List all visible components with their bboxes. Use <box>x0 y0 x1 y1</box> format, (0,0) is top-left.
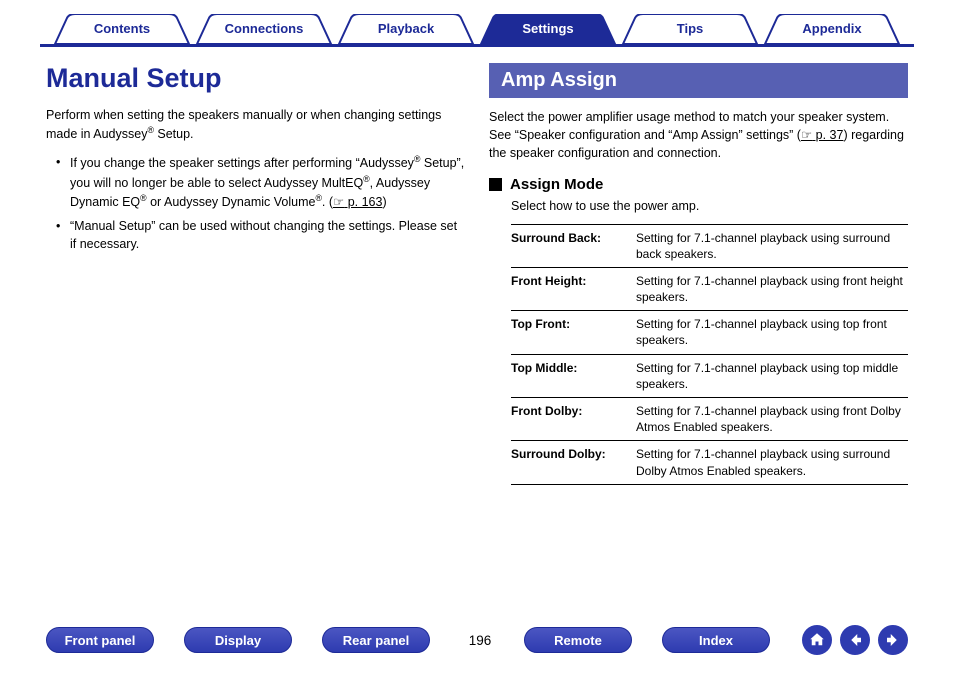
table-row: Top Front:Setting for 7.1-channel playba… <box>511 311 908 354</box>
option-name: Front Dolby: <box>511 398 636 441</box>
remote-button[interactable]: Remote <box>524 627 632 653</box>
option-name: Top Middle: <box>511 354 636 397</box>
xref-link[interactable]: ☞ p. 37 <box>801 128 844 142</box>
section-title-bar: Amp Assign <box>489 63 908 98</box>
tab-connections[interactable]: Connections <box>193 14 335 44</box>
options-table: Surround Back:Setting for 7.1-channel pl… <box>511 224 908 485</box>
option-name: Surround Dolby: <box>511 441 636 484</box>
index-button[interactable]: Index <box>662 627 770 653</box>
bullet-list: If you change the speaker settings after… <box>46 153 465 253</box>
subsection-header: Assign Mode <box>489 176 908 193</box>
content-area: Manual Setup Perform when setting the sp… <box>0 47 954 485</box>
intro-text: Perform when setting the speakers manual… <box>46 106 465 143</box>
option-desc: Setting for 7.1-channel playback using t… <box>636 354 908 397</box>
section-intro: Select the power amplifier usage method … <box>489 108 908 162</box>
subsection-intro: Select how to use the power amp. <box>511 197 908 215</box>
bullet-item: If you change the speaker settings after… <box>60 153 465 211</box>
next-icon[interactable] <box>878 625 908 655</box>
option-desc: Setting for 7.1-channel playback using f… <box>636 398 908 441</box>
top-tab-nav: Contents Connections Playback Settings T… <box>40 0 914 47</box>
page-title: Manual Setup <box>46 63 465 94</box>
home-icon[interactable] <box>802 625 832 655</box>
table-row: Front Dolby:Setting for 7.1-channel play… <box>511 398 908 441</box>
prev-icon[interactable] <box>840 625 870 655</box>
rear-panel-button[interactable]: Rear panel <box>322 627 430 653</box>
option-name: Top Front: <box>511 311 636 354</box>
xref-link[interactable]: ☞ p. 163 <box>333 195 382 209</box>
option-desc: Setting for 7.1-channel playback using t… <box>636 311 908 354</box>
front-panel-button[interactable]: Front panel <box>46 627 154 653</box>
display-button[interactable]: Display <box>184 627 292 653</box>
bullet-item: “Manual Setup” can be used without chang… <box>60 217 465 253</box>
left-column: Manual Setup Perform when setting the sp… <box>46 63 465 485</box>
table-row: Top Middle:Setting for 7.1-channel playb… <box>511 354 908 397</box>
tab-appendix[interactable]: Appendix <box>761 14 903 44</box>
option-name: Surround Back: <box>511 224 636 267</box>
table-row: Surround Dolby:Setting for 7.1-channel p… <box>511 441 908 484</box>
bottom-bar: Front panel Display Rear panel 196 Remote I… <box>0 625 954 655</box>
option-desc: Setting for 7.1-channel playback using s… <box>636 441 908 484</box>
right-column: Amp Assign Select the power amplifier us… <box>489 63 908 485</box>
tab-settings[interactable]: Settings <box>477 14 619 44</box>
nav-icons <box>802 625 908 655</box>
option-desc: Setting for 7.1-channel playback using s… <box>636 224 908 267</box>
tab-contents[interactable]: Contents <box>51 14 193 44</box>
option-desc: Setting for 7.1-channel playback using f… <box>636 267 908 310</box>
square-bullet-icon <box>489 178 502 191</box>
table-row: Surround Back:Setting for 7.1-channel pl… <box>511 224 908 267</box>
tab-playback[interactable]: Playback <box>335 14 477 44</box>
tab-tips[interactable]: Tips <box>619 14 761 44</box>
subsection-title: Assign Mode <box>510 176 603 193</box>
table-row: Front Height:Setting for 7.1-channel pla… <box>511 267 908 310</box>
option-name: Front Height: <box>511 267 636 310</box>
page-number: 196 <box>460 633 500 648</box>
